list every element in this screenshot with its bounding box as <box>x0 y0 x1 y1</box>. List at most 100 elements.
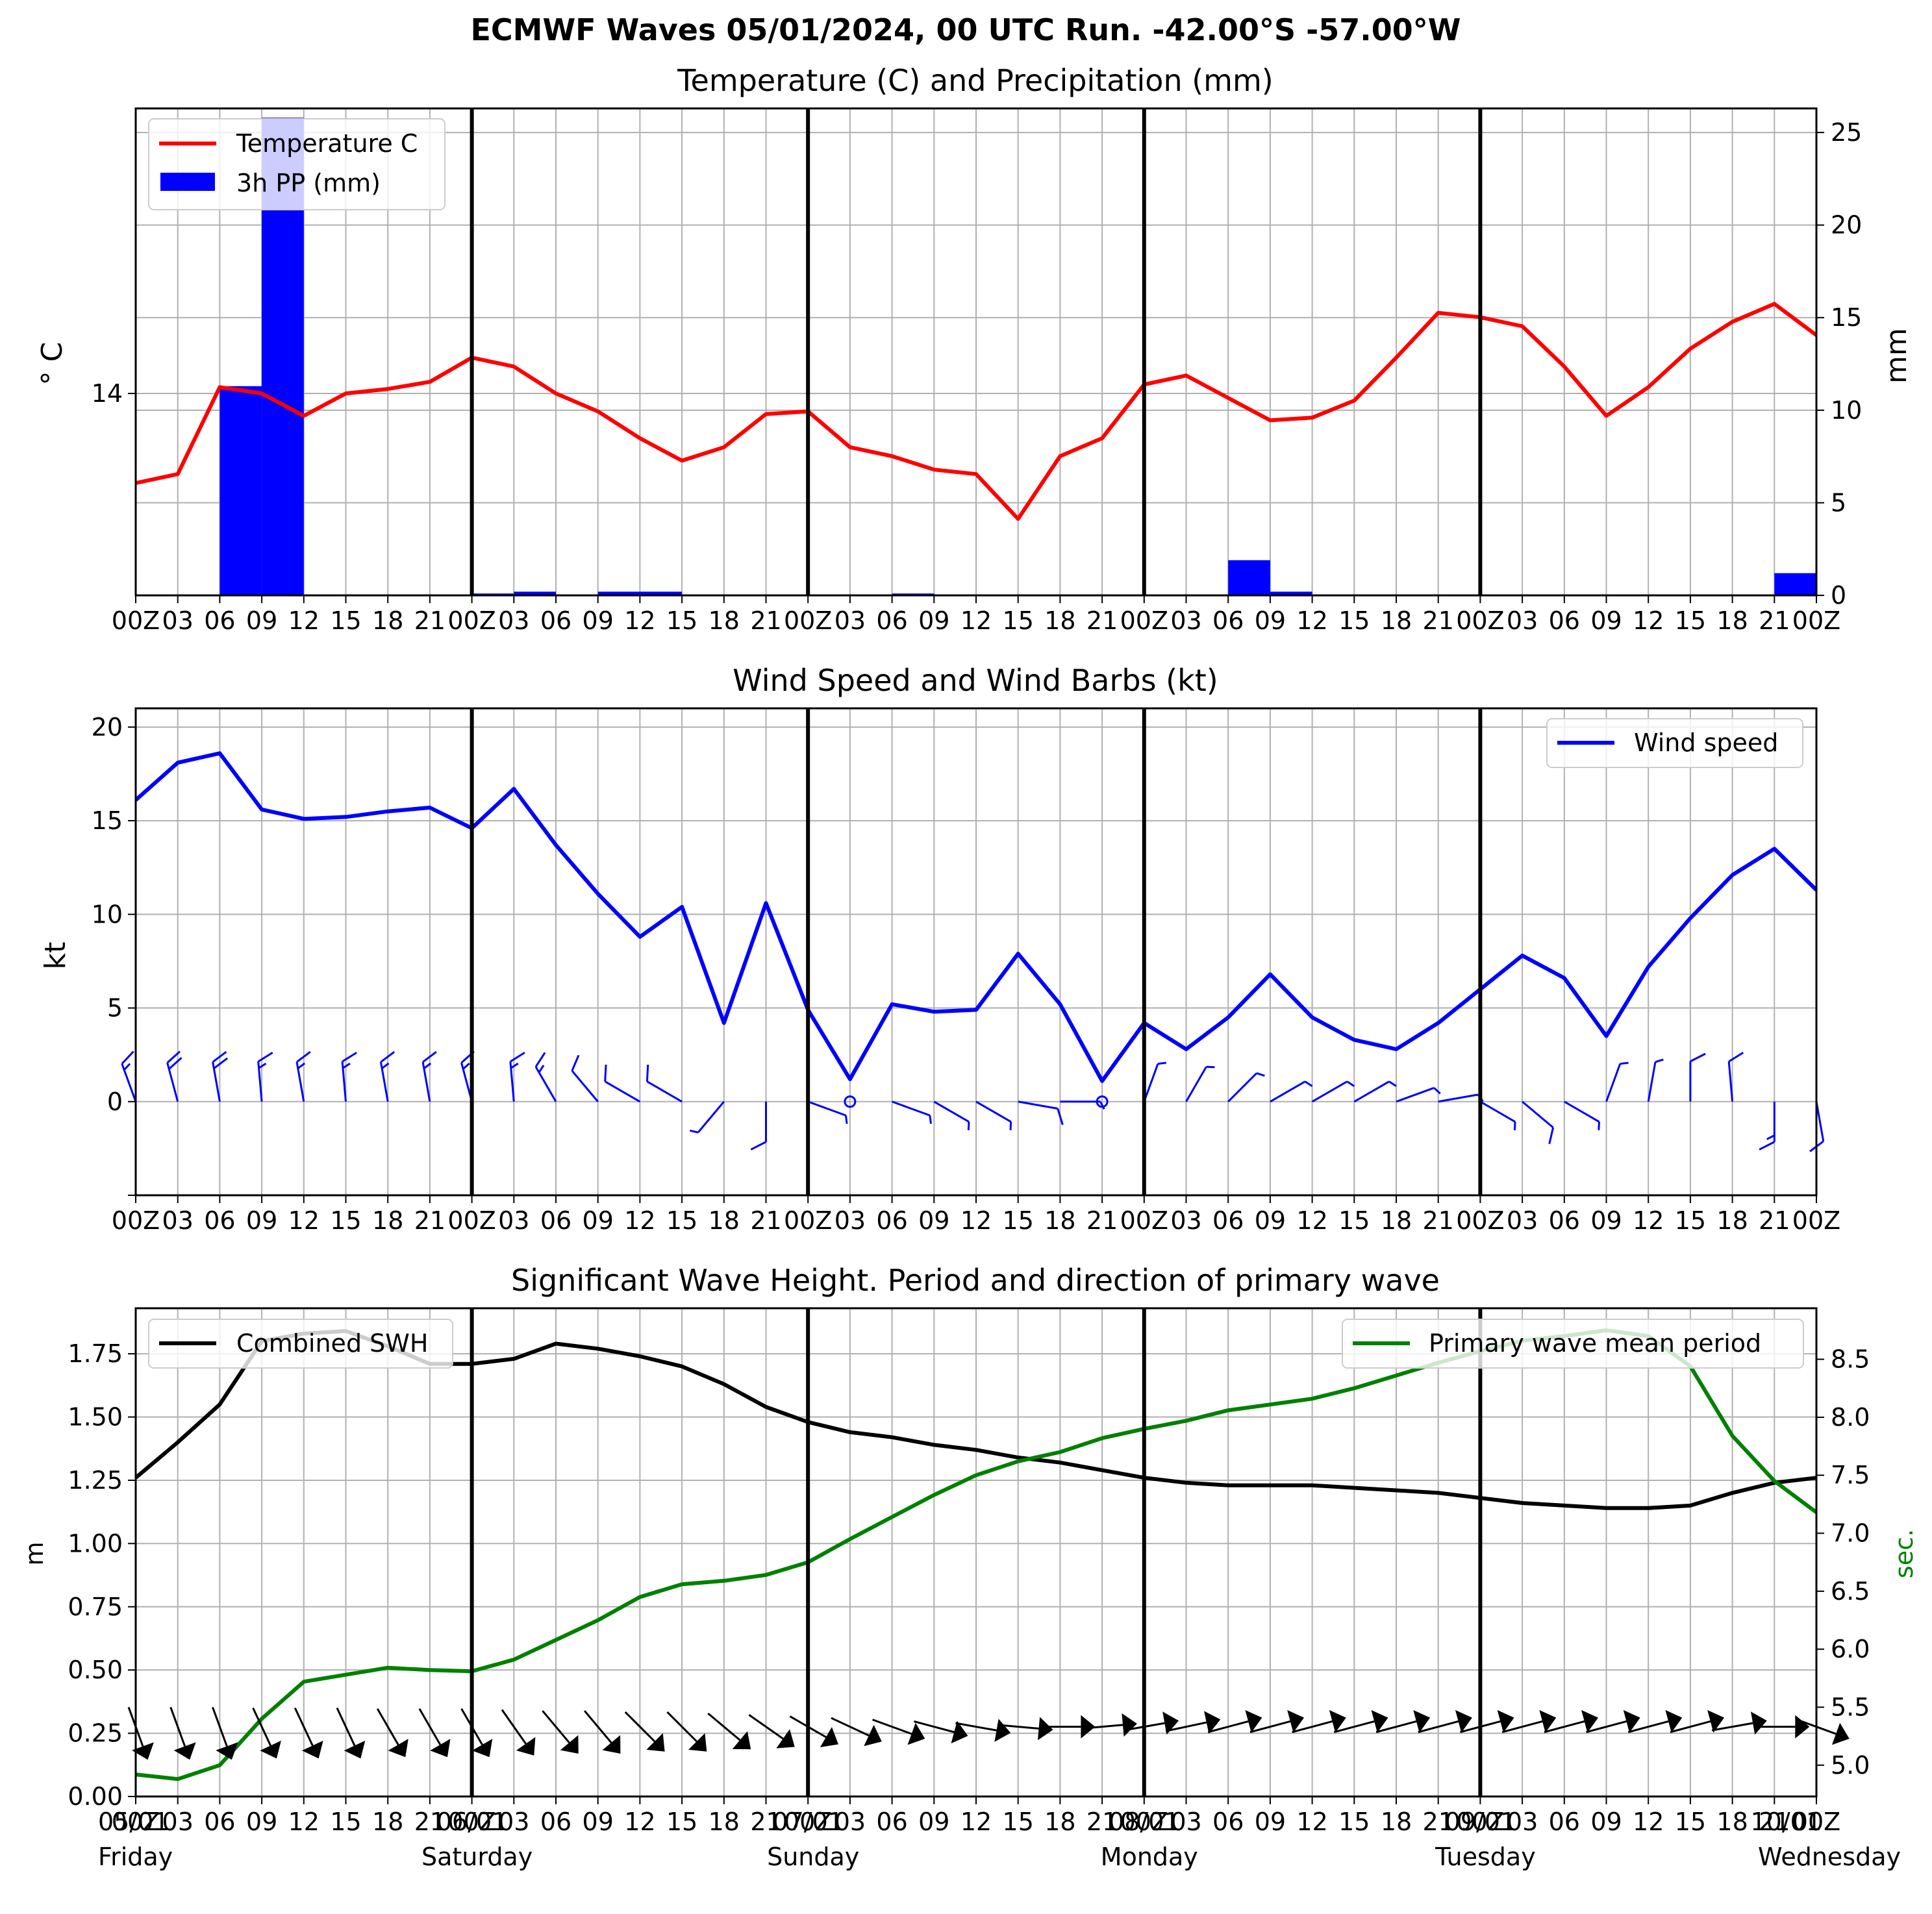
wind-barb <box>421 1050 437 1102</box>
wave-direction-arrow <box>1039 1715 1096 1739</box>
x-tick-label: 03 <box>498 606 529 635</box>
temp-precip-y-ticks: 14 <box>92 379 136 408</box>
wave-direction-arrow <box>212 1707 238 1760</box>
x-tick-label: 09 <box>1255 1206 1286 1235</box>
wave-direction-arrow <box>1670 1709 1725 1734</box>
precip-bar <box>220 386 262 595</box>
wave-direction-arrow <box>1165 1711 1221 1734</box>
wind-barb <box>1270 1080 1313 1103</box>
x-tick-label: 12 <box>960 606 992 635</box>
wind-barb <box>1759 1101 1775 1150</box>
x-tick-label: 12 <box>624 606 655 635</box>
x-tick-label: 15 <box>1675 1206 1706 1235</box>
x-tick-label: 03 <box>1507 1206 1538 1235</box>
precip-bar <box>1228 560 1270 595</box>
x-tick-label: 21 <box>1423 606 1454 635</box>
wave-direction-arrow <box>294 1707 323 1759</box>
wind-grid <box>136 708 1816 1195</box>
x-tick-label: 09 <box>1590 1206 1622 1235</box>
x-tick-label: 06 <box>1212 1206 1244 1235</box>
wave-direction-arrow <box>1627 1709 1683 1734</box>
wave-direction-arrow <box>707 1712 751 1750</box>
x-tick-label: 21 <box>1759 1808 1790 1836</box>
x-tick-label: 21 <box>1086 1206 1118 1235</box>
x-tick-label: 15 <box>666 606 697 635</box>
x-tick-label: 18 <box>372 1808 403 1836</box>
y-tick-label: 14 <box>92 379 123 408</box>
x-tick-label: 15 <box>1338 1206 1370 1235</box>
x-tick-label: 00Z <box>1120 1206 1168 1235</box>
wind-barb <box>1522 1100 1555 1145</box>
temp-precip-day-lines <box>470 108 1483 595</box>
wave-direction-arrow <box>1249 1709 1305 1734</box>
wind-barb <box>933 1100 970 1130</box>
wind-barb <box>1060 1100 1105 1110</box>
x-tick-label: 06 <box>876 606 907 635</box>
wave-direction-arrow <box>169 1707 196 1760</box>
x-tick-label: 03 <box>1170 606 1201 635</box>
wind-barb <box>166 1050 182 1102</box>
x-tick-label: 06 <box>1549 606 1580 635</box>
y-tick-label: 0.25 <box>68 1719 123 1748</box>
wind-legend: Wind speed <box>1546 718 1803 768</box>
wave-direction-arrow <box>1586 1709 1640 1734</box>
x-tick-label: 03 <box>162 1206 194 1235</box>
x-tick-label: 06 <box>876 1206 907 1235</box>
x-tick-label: 18 <box>1381 606 1412 635</box>
wind-barb <box>1689 1052 1706 1102</box>
y-tick-label: 0 <box>107 1088 123 1116</box>
y2-tick-label: 20 <box>1831 211 1862 240</box>
x-tick-label: 21 <box>1759 606 1790 635</box>
y2-tick-label: 10 <box>1831 396 1862 425</box>
wind-barb <box>1564 1100 1600 1130</box>
wind-barb <box>1438 1093 1484 1103</box>
wave-title: Significant Wave Height. Period and dire… <box>511 1263 1440 1298</box>
wave-direction-arrow <box>748 1714 795 1748</box>
swh-legend: Combined SWH <box>148 1319 453 1369</box>
day-name-label: Saturday <box>421 1843 533 1871</box>
x-tick-label: 15 <box>1338 1808 1370 1836</box>
y2-tick-label: 5 <box>1831 488 1846 517</box>
legend-swh: Combined SWH <box>236 1329 428 1358</box>
day-name-label: Wednesday <box>1758 1843 1901 1871</box>
x-tick-label: 00Z <box>112 1206 160 1235</box>
x-tick-label: 00Z <box>1792 1808 1840 1836</box>
wind-barb <box>604 1064 641 1103</box>
wind-barb <box>571 1054 599 1102</box>
x-tick-label: 21 <box>414 1808 445 1836</box>
y-tick-label: 10 <box>92 900 123 928</box>
x-tick-label: 03 <box>162 1808 194 1836</box>
x-tick-label: 15 <box>1003 1808 1034 1836</box>
x-tick-label: 12 <box>1296 1206 1327 1235</box>
y2-tick-label: 6.5 <box>1831 1577 1870 1606</box>
x-tick-label: 03 <box>498 1808 529 1836</box>
wave-direction-arrow <box>501 1709 536 1756</box>
day-date-label: 10/01 <box>1750 1808 1822 1836</box>
x-tick-label: 21 <box>414 606 445 635</box>
x-tick-label: 00Z <box>784 1808 832 1836</box>
y2-tick-label: 25 <box>1831 118 1862 147</box>
x-tick-label: 12 <box>624 1206 655 1235</box>
x-tick-label: 00Z <box>447 1206 496 1235</box>
x-tick-label: 06 <box>1549 1808 1580 1836</box>
wind-day-lines <box>470 708 1483 1195</box>
y-tick-label: 15 <box>92 806 123 835</box>
x-tick-label: 21 <box>1423 1808 1454 1836</box>
x-tick-label: 06 <box>540 606 571 635</box>
x-tick-label: 18 <box>709 606 740 635</box>
x-tick-label: 12 <box>1633 606 1664 635</box>
y2-tick-label: 7.5 <box>1831 1461 1870 1489</box>
wind-barb <box>1018 1100 1064 1125</box>
wave-direction-arrow <box>1334 1709 1388 1734</box>
precip-y2-label: mm <box>1880 328 1913 384</box>
day-name-label: Sunday <box>767 1843 859 1871</box>
x-tick-label: 18 <box>1716 1808 1748 1836</box>
wind-barb <box>892 1100 932 1125</box>
x-tick-label: 03 <box>1507 1808 1538 1836</box>
x-tick-label: 03 <box>834 1808 866 1836</box>
x-tick-label: 00Z <box>1456 606 1504 635</box>
wind-speed-line <box>134 751 1818 1083</box>
wind-barb <box>689 1100 725 1134</box>
wave-y2-ticks: 5.0 5.5 6.0 6.5 7.0 7.5 8.0 8.5 <box>1816 1345 1870 1780</box>
